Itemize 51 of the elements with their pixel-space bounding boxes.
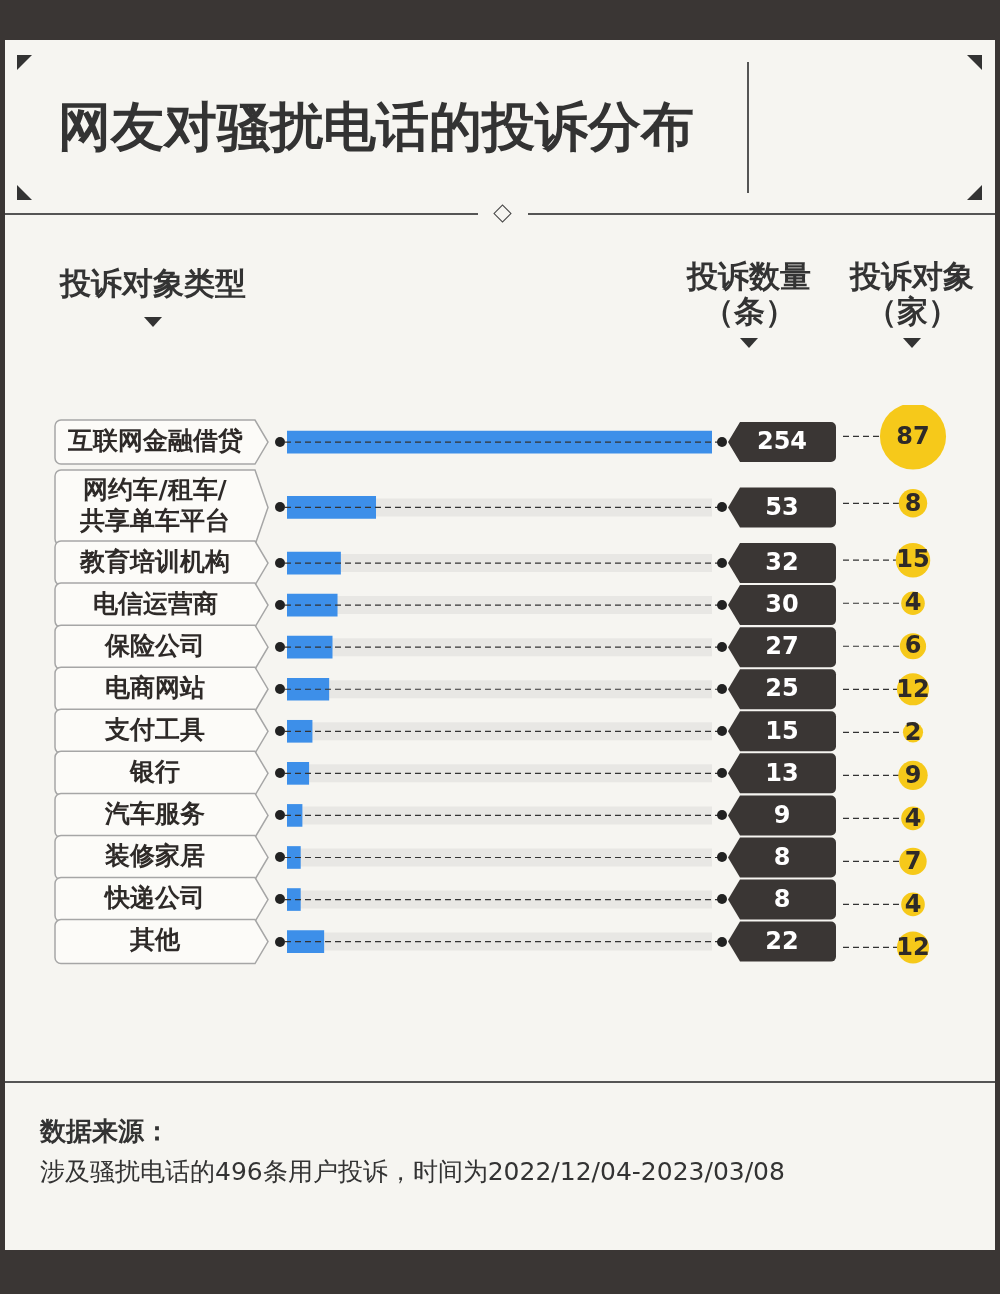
data-label: 8 <box>904 488 922 517</box>
text: 投诉对象（家） <box>848 258 975 329</box>
bar <box>287 551 341 575</box>
data-label: 6 <box>904 631 922 660</box>
bar <box>287 677 330 701</box>
data-label: 13 <box>765 758 799 787</box>
data-label: 27 <box>765 632 799 661</box>
data-label: 9 <box>904 760 922 789</box>
y-tick-label: 电信运营商 <box>92 588 218 618</box>
x-axis-title: 投诉数量（条） <box>685 258 812 329</box>
y-tick-label: 其他 <box>129 925 181 955</box>
data-label: 4 <box>904 588 922 617</box>
bar <box>287 888 301 911</box>
source-note: 数据来源： <box>40 1115 170 1148</box>
chart-title: 网友对骚扰电话的投诉分布 <box>58 95 694 159</box>
data-label: 4 <box>904 803 922 832</box>
bar <box>287 846 301 869</box>
y-tick-label: 装修家居 <box>104 840 205 870</box>
data-label: 15 <box>765 716 799 745</box>
data-label: 2 <box>904 717 922 746</box>
data-label: 8 <box>773 842 791 871</box>
data-label: 7 <box>904 846 922 875</box>
data-label: 12 <box>896 674 930 703</box>
y-tick-label: 支付工具 <box>104 714 205 744</box>
y-tick-label: 汽车服务 <box>104 798 205 828</box>
y-tick-label: 教育培训机构 <box>79 546 230 576</box>
data-label: 8 <box>773 884 791 913</box>
data-label: 4 <box>904 889 922 918</box>
data-label: 30 <box>765 590 799 619</box>
bar <box>287 635 333 659</box>
text: 涉及骚扰电话的496条用户投诉，时间为2022/12/04-2023/03/08 <box>40 1156 785 1188</box>
data-label: 15 <box>896 545 930 574</box>
y-axis-title: 投诉对象类型 <box>58 265 247 301</box>
data-label: 22 <box>765 926 799 955</box>
data-label: 254 <box>756 427 808 456</box>
bar <box>287 593 338 617</box>
data-label: 87 <box>896 421 930 450</box>
bar <box>287 804 303 827</box>
y-tick-label: 网约车/租车/共享单车平台 <box>79 475 230 536</box>
bar <box>287 761 310 785</box>
bar <box>287 719 313 743</box>
data-label: 53 <box>765 492 799 521</box>
data-label: 12 <box>896 932 930 961</box>
data-label: 9 <box>773 800 791 829</box>
y-tick-label: 保险公司 <box>104 630 205 660</box>
data-label: 32 <box>765 548 799 577</box>
y-tick-label: 快递公司 <box>103 882 205 912</box>
y-tick-label: 电商网站 <box>105 672 205 702</box>
data-label: 25 <box>765 674 799 703</box>
y-tick-label: 互联网金融借贷 <box>66 425 243 455</box>
y-tick-label: 银行 <box>129 756 180 786</box>
